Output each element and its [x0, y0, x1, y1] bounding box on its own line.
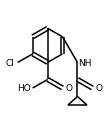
Text: NH: NH: [78, 58, 92, 67]
Text: O: O: [65, 84, 72, 93]
Text: O: O: [95, 84, 102, 93]
Text: Cl: Cl: [6, 58, 15, 67]
Text: HO: HO: [17, 84, 31, 93]
